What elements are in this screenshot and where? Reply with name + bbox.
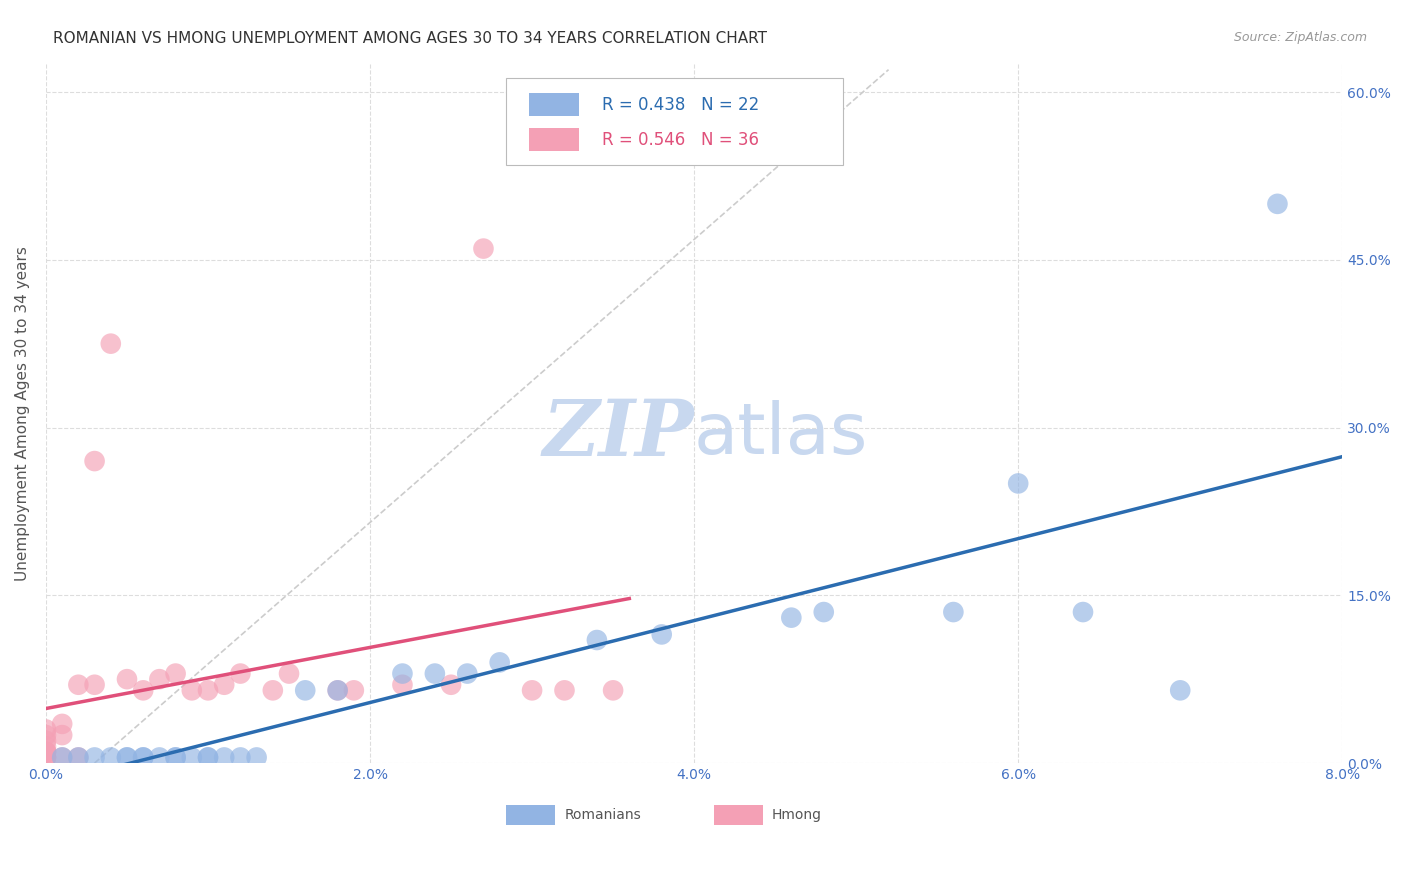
Point bbox=[67, 678, 90, 692]
Text: atlas: atlas bbox=[695, 400, 869, 469]
Point bbox=[132, 750, 155, 764]
Point bbox=[326, 683, 349, 698]
Point bbox=[423, 666, 446, 681]
Point bbox=[83, 454, 105, 468]
Point bbox=[51, 717, 73, 731]
Point bbox=[651, 627, 673, 641]
Point bbox=[35, 739, 58, 754]
Point bbox=[51, 750, 73, 764]
Point bbox=[780, 610, 803, 624]
Point bbox=[197, 683, 219, 698]
Point bbox=[83, 678, 105, 692]
Point bbox=[326, 683, 349, 698]
Point bbox=[197, 750, 219, 764]
Point bbox=[294, 683, 316, 698]
Point bbox=[246, 750, 269, 764]
Bar bbox=[714, 805, 763, 824]
Point bbox=[115, 750, 138, 764]
Point bbox=[148, 672, 170, 686]
Point bbox=[115, 672, 138, 686]
Point bbox=[391, 678, 413, 692]
Point bbox=[100, 336, 122, 351]
Bar bbox=[530, 128, 579, 151]
FancyBboxPatch shape bbox=[506, 78, 844, 165]
Point bbox=[456, 666, 478, 681]
Point bbox=[472, 242, 495, 256]
Point bbox=[67, 750, 90, 764]
Text: R = 0.546   N = 36: R = 0.546 N = 36 bbox=[602, 130, 759, 149]
Point bbox=[586, 633, 609, 648]
Point bbox=[229, 750, 252, 764]
Point bbox=[67, 750, 90, 764]
Point bbox=[1007, 476, 1029, 491]
Point bbox=[165, 750, 187, 764]
Point bbox=[132, 683, 155, 698]
Point bbox=[35, 750, 58, 764]
Text: ROMANIAN VS HMONG UNEMPLOYMENT AMONG AGES 30 TO 34 YEARS CORRELATION CHART: ROMANIAN VS HMONG UNEMPLOYMENT AMONG AGE… bbox=[53, 31, 768, 46]
Point bbox=[35, 750, 58, 764]
Point bbox=[51, 750, 73, 764]
Point bbox=[391, 666, 413, 681]
Point bbox=[278, 666, 301, 681]
Point bbox=[51, 728, 73, 742]
Point bbox=[35, 728, 58, 742]
Point bbox=[520, 683, 543, 698]
Point bbox=[35, 723, 58, 737]
Bar bbox=[530, 94, 579, 116]
Text: R = 0.438   N = 22: R = 0.438 N = 22 bbox=[602, 95, 759, 113]
Point bbox=[165, 750, 187, 764]
Point bbox=[180, 683, 202, 698]
Point bbox=[1267, 197, 1289, 211]
Point bbox=[165, 666, 187, 681]
Point bbox=[343, 683, 366, 698]
Y-axis label: Unemployment Among Ages 30 to 34 years: Unemployment Among Ages 30 to 34 years bbox=[15, 246, 30, 581]
Point bbox=[553, 683, 575, 698]
Point bbox=[35, 745, 58, 759]
Point bbox=[440, 678, 463, 692]
Point bbox=[100, 750, 122, 764]
Point bbox=[180, 750, 202, 764]
Point bbox=[35, 733, 58, 747]
Text: Hmong: Hmong bbox=[772, 808, 823, 822]
Point bbox=[212, 678, 235, 692]
Text: ZIP: ZIP bbox=[543, 396, 695, 473]
Point bbox=[602, 683, 624, 698]
Point bbox=[262, 683, 284, 698]
Point bbox=[488, 656, 510, 670]
Point bbox=[132, 750, 155, 764]
Point bbox=[942, 605, 965, 619]
Bar bbox=[506, 805, 555, 824]
Point bbox=[115, 750, 138, 764]
Point bbox=[1168, 683, 1191, 698]
Text: Romanians: Romanians bbox=[564, 808, 641, 822]
Point bbox=[35, 750, 58, 764]
Point bbox=[813, 605, 835, 619]
Point bbox=[229, 666, 252, 681]
Point bbox=[197, 750, 219, 764]
Point bbox=[35, 745, 58, 759]
Point bbox=[1071, 605, 1094, 619]
Point bbox=[83, 750, 105, 764]
Point bbox=[35, 745, 58, 759]
Point bbox=[212, 750, 235, 764]
Point bbox=[148, 750, 170, 764]
Text: Source: ZipAtlas.com: Source: ZipAtlas.com bbox=[1233, 31, 1367, 45]
